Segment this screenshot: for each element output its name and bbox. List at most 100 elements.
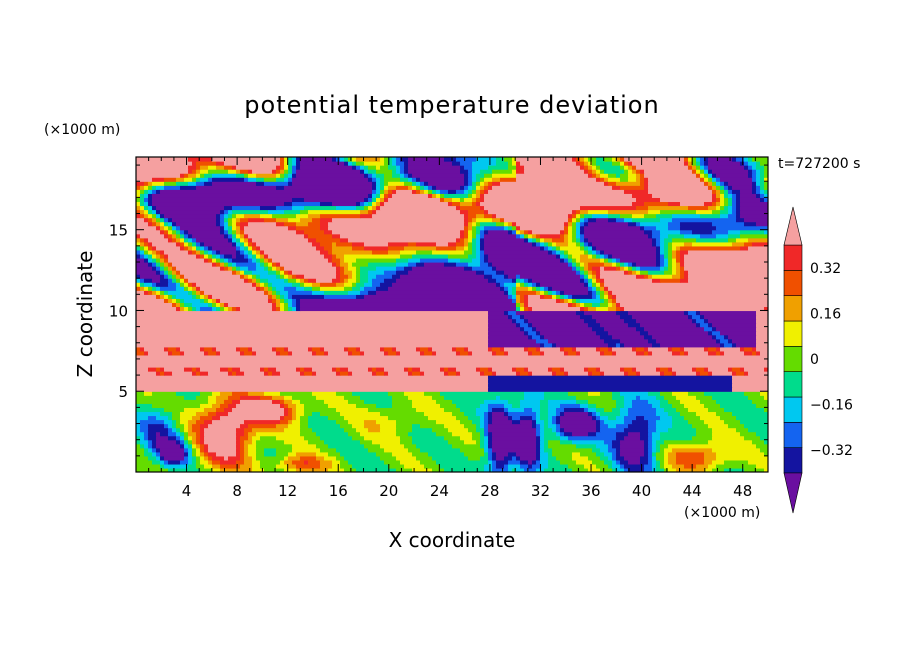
- field-cell: [168, 229, 173, 235]
- field-cell: [504, 274, 509, 279]
- field-cell: [208, 257, 213, 263]
- field-cell: [280, 157, 285, 162]
- field-cell: [160, 447, 185, 453]
- field-cell: [548, 451, 553, 457]
- field-cell: [528, 322, 533, 328]
- field-cell: [272, 213, 297, 219]
- field-cell: [516, 455, 521, 461]
- field-cell: [164, 270, 169, 275]
- field-cell: [480, 229, 485, 235]
- field-cell: [244, 419, 281, 425]
- field-cell: [576, 161, 581, 166]
- field-cell: [136, 274, 141, 279]
- field-cell: [276, 302, 281, 308]
- field-cell: [716, 463, 757, 469]
- field-cell: [612, 334, 645, 340]
- field-cell: [620, 157, 625, 162]
- field-cell: [564, 233, 569, 239]
- field-cell: [644, 173, 697, 178]
- field-cell: [204, 451, 209, 457]
- field-cell: [400, 439, 413, 445]
- field-cell: [544, 467, 573, 472]
- field-cell: [492, 443, 537, 449]
- field-cell: [424, 411, 453, 417]
- field-cell: [668, 399, 681, 404]
- field-cell: [388, 193, 393, 198]
- field-cell: [488, 257, 561, 263]
- field-cell: [488, 423, 533, 429]
- field-cell: [304, 403, 329, 408]
- field-cell: [712, 334, 717, 340]
- field-cell: [172, 270, 177, 275]
- field-cell: [572, 302, 577, 308]
- field-cell: [632, 367, 637, 372]
- field-cell: [332, 249, 373, 255]
- field-cell: [492, 435, 537, 441]
- field-cell: [528, 298, 557, 303]
- field-cell: [568, 253, 573, 259]
- field-cell: [612, 253, 657, 259]
- field-cell: [160, 367, 165, 372]
- field-cell: [744, 350, 753, 356]
- field-cell: [368, 427, 381, 433]
- field-cell: [684, 415, 701, 421]
- field-cell: [472, 185, 477, 190]
- field-cell: [288, 298, 293, 303]
- field-cell: [188, 451, 193, 457]
- field-cell: [520, 399, 541, 404]
- field-cell: [236, 371, 245, 376]
- field-cell: [280, 173, 285, 178]
- field-cell: [472, 435, 481, 441]
- field-cell: [608, 213, 621, 219]
- field-cell: [648, 346, 669, 352]
- field-cell: [256, 278, 261, 283]
- field-cell: [172, 217, 217, 223]
- field-cell: [568, 221, 573, 227]
- field-cell: [644, 334, 653, 340]
- field-cell: [672, 463, 685, 469]
- field-cell: [388, 286, 501, 291]
- field-cell: [664, 245, 669, 251]
- field-cell: [296, 274, 305, 279]
- field-cell: [464, 423, 477, 429]
- field-cell: [480, 443, 485, 449]
- field-cell: [136, 334, 489, 340]
- field-cell: [736, 157, 745, 162]
- field-cell: [268, 262, 273, 267]
- field-cell: [152, 201, 285, 207]
- field-cell: [136, 326, 489, 332]
- field-cell: [320, 249, 329, 255]
- field-cell: [680, 278, 689, 283]
- field-cell: [168, 346, 177, 352]
- field-cell: [376, 197, 381, 203]
- field-cell: [164, 253, 169, 259]
- field-cell: [432, 346, 453, 352]
- field-cell: [140, 435, 145, 441]
- field-cell: [688, 205, 709, 211]
- field-cell: [712, 189, 717, 194]
- field-cell: [488, 330, 525, 336]
- field-cell: [488, 338, 537, 344]
- field-cell: [612, 294, 617, 299]
- field-cell: [620, 185, 645, 190]
- field-cell: [572, 266, 577, 271]
- field-cell: [492, 455, 497, 461]
- field-cell: [724, 189, 729, 194]
- field-cell: [644, 181, 649, 186]
- field-cell: [256, 282, 261, 287]
- field-cell: [484, 229, 489, 235]
- field-cell: [572, 253, 581, 259]
- field-cell: [432, 249, 465, 255]
- field-cell: [744, 467, 765, 472]
- field-cell: [184, 278, 189, 283]
- field-cell: [228, 217, 233, 223]
- field-cell: [540, 330, 597, 336]
- field-cell: [556, 431, 561, 437]
- field-cell: [280, 298, 285, 303]
- field-cell: [240, 423, 249, 429]
- field-cell: [476, 241, 481, 247]
- field-cell: [320, 286, 345, 291]
- field-cell: [536, 237, 541, 243]
- field-cell: [476, 411, 485, 417]
- field-cell: [752, 165, 757, 170]
